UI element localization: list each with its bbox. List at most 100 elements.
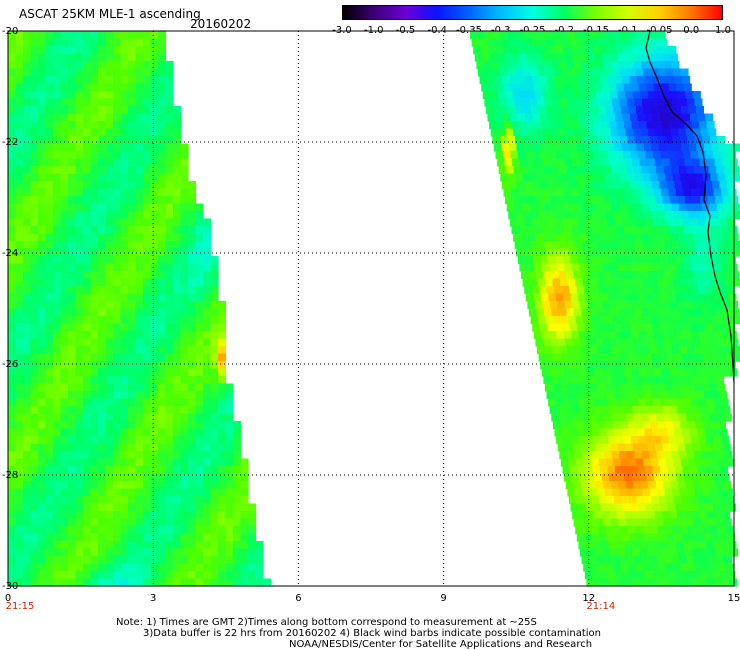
swath-cell xyxy=(710,458,719,467)
swath-cell xyxy=(165,556,174,565)
swath-cell xyxy=(98,361,107,370)
swath-cell xyxy=(30,196,39,205)
swath-cell xyxy=(707,548,716,557)
swath-cell xyxy=(135,428,144,437)
swath-cell xyxy=(679,383,688,392)
swath-cell xyxy=(23,196,32,205)
swath-cell xyxy=(485,31,494,40)
swath-cell xyxy=(677,91,686,100)
swath-cell xyxy=(210,263,219,272)
swath-cell xyxy=(624,473,633,482)
swath-cell xyxy=(68,406,77,415)
swath-cell xyxy=(553,353,562,362)
swath-cell xyxy=(482,91,491,100)
swath-cell xyxy=(158,278,167,287)
swath-cell xyxy=(225,548,234,557)
swath-cell xyxy=(574,98,583,107)
swath-cell xyxy=(233,518,242,527)
swath-cell xyxy=(538,68,547,77)
swath-cell xyxy=(723,518,732,527)
swath-cell xyxy=(672,136,681,145)
swath-cell xyxy=(135,376,144,385)
swath-cell xyxy=(195,308,204,317)
swath-cell xyxy=(592,256,601,265)
swath-cell xyxy=(45,181,54,190)
swath-cell xyxy=(83,398,92,407)
swath-cell xyxy=(98,106,107,115)
swath-cell xyxy=(165,436,174,445)
swath-cell xyxy=(218,323,227,332)
swath-cell xyxy=(8,331,17,340)
swath-cell xyxy=(680,211,689,220)
swath-cell xyxy=(674,571,683,580)
swath-cell xyxy=(165,301,174,310)
swath-cell xyxy=(135,353,144,362)
swath-cell xyxy=(646,83,655,92)
swath-cell xyxy=(158,398,167,407)
swath-cell xyxy=(647,53,656,62)
swath-cell xyxy=(45,346,54,355)
swath-cell xyxy=(591,38,600,47)
swath-cell xyxy=(23,406,32,415)
swath-cell xyxy=(554,76,563,85)
swath-cell xyxy=(180,488,189,497)
swath-cell xyxy=(543,128,552,137)
swath-cell xyxy=(150,278,159,287)
swath-cell xyxy=(143,218,152,227)
swath-cell xyxy=(150,31,159,40)
swath-cell xyxy=(541,226,550,235)
swath-cell xyxy=(658,458,667,467)
swath-cell xyxy=(668,503,677,512)
swath-cell xyxy=(611,166,620,175)
swath-cell xyxy=(45,406,54,415)
swath-cell xyxy=(143,421,152,430)
swath-cell xyxy=(516,181,525,190)
swath-cell xyxy=(45,271,54,280)
swath-cell xyxy=(188,271,197,280)
swath-cell xyxy=(500,31,509,40)
swath-cell xyxy=(712,428,721,437)
swath-cell xyxy=(75,158,84,167)
swath-cell xyxy=(53,278,62,287)
swath-cell xyxy=(120,68,129,77)
swath-cell xyxy=(75,166,84,175)
swath-cell xyxy=(90,241,99,250)
swath-cell xyxy=(173,518,182,527)
swath-cell xyxy=(105,338,114,347)
swath-cell xyxy=(188,481,197,490)
swath-cell xyxy=(638,503,647,512)
swath-cell xyxy=(135,301,144,310)
swath-cell xyxy=(647,158,656,167)
swath-cell xyxy=(644,218,653,227)
swath-cell xyxy=(695,458,704,467)
swath-cell xyxy=(105,398,114,407)
swath-cell xyxy=(195,511,204,520)
swath-cell xyxy=(15,248,24,257)
swath-cell xyxy=(210,533,219,542)
swath-cell xyxy=(516,143,525,152)
swath-cell xyxy=(712,571,721,580)
swath-cell xyxy=(583,496,592,505)
swath-cell xyxy=(718,458,727,467)
swath-cell xyxy=(165,248,174,257)
swath-cell xyxy=(540,151,549,160)
swath-cell xyxy=(195,526,204,535)
swath-cell xyxy=(723,271,732,280)
swath-cell xyxy=(173,391,182,400)
swath-cell xyxy=(218,301,227,310)
swath-cell xyxy=(203,376,212,385)
swath-cell xyxy=(45,458,54,467)
swath-cell xyxy=(583,458,592,467)
swath-cell xyxy=(98,503,107,512)
swath-cell xyxy=(572,406,581,415)
swath-cell xyxy=(550,376,559,385)
swath-cell xyxy=(677,443,686,452)
swath-cell xyxy=(702,173,711,182)
swath-cell xyxy=(580,376,589,385)
swath-cell xyxy=(38,533,47,542)
swath-cell xyxy=(483,61,492,70)
swath-cell xyxy=(75,481,84,490)
swath-cell xyxy=(635,173,644,182)
swath-cell xyxy=(83,496,92,505)
swath-cell xyxy=(721,226,730,235)
